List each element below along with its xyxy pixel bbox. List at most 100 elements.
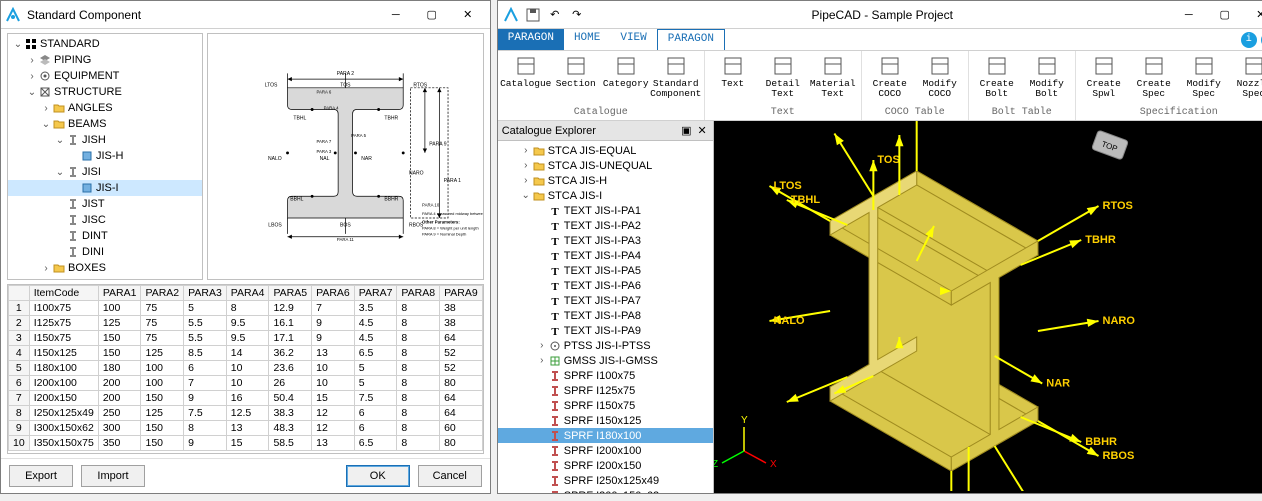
parameter-table[interactable]: ItemCodePARA1PARA2PARA3PARA4PARA5PARA6PA… bbox=[7, 284, 484, 454]
col-PARA6[interactable]: PARA6 bbox=[312, 286, 355, 301]
expand-icon[interactable]: › bbox=[520, 175, 532, 186]
ribbon-modify-coco-button[interactable]: ModifyCOCO bbox=[916, 53, 964, 106]
expand-icon[interactable]: ⌄ bbox=[54, 167, 66, 178]
explorer-item[interactable]: TTEXT JIS-I-PA9 bbox=[498, 323, 713, 338]
tree-item-jist[interactable]: JIST bbox=[8, 196, 202, 212]
undo-icon[interactable]: ↶ bbox=[546, 6, 564, 24]
tree-item-standard[interactable]: ⌄STANDARD bbox=[8, 36, 202, 52]
col-PARA8[interactable]: PARA8 bbox=[397, 286, 440, 301]
explorer-item[interactable]: SPRF I180x100 bbox=[498, 428, 713, 443]
expand-icon[interactable]: › bbox=[40, 279, 52, 281]
explorer-item[interactable]: ›PTSS JIS-I-PTSS bbox=[498, 338, 713, 353]
tree-item-structure[interactable]: ⌄STRUCTURE bbox=[8, 84, 202, 100]
table-row[interactable]: 3I150x75150755.59.517.194.5864 bbox=[9, 331, 483, 346]
expand-icon[interactable]: › bbox=[520, 160, 532, 171]
table-row[interactable]: 10I350x150x7535015091558.5136.5880 bbox=[9, 436, 483, 451]
col-PARA2[interactable]: PARA2 bbox=[141, 286, 184, 301]
export-button[interactable]: Export bbox=[9, 465, 73, 487]
main-maximize-button[interactable]: ▢ bbox=[1207, 1, 1243, 29]
ribbon-catalogue-button[interactable]: Catalogue bbox=[502, 53, 550, 106]
explorer-item[interactable]: TTEXT JIS-I-PA4 bbox=[498, 248, 713, 263]
explorer-item[interactable]: ›STCA JIS-H bbox=[498, 173, 713, 188]
explorer-item[interactable]: SPRF I125x75 bbox=[498, 383, 713, 398]
expand-icon[interactable]: ⌄ bbox=[54, 135, 66, 146]
tab-paragon[interactable]: PARAGON bbox=[657, 29, 725, 50]
ribbon-material-text-button[interactable]: MaterialText bbox=[809, 53, 857, 106]
info-icon[interactable]: i bbox=[1241, 32, 1257, 48]
expand-icon[interactable]: ⌄ bbox=[520, 190, 532, 201]
col-ItemCode[interactable]: ItemCode bbox=[29, 286, 98, 301]
tab-home[interactable]: HOME bbox=[564, 29, 610, 50]
ribbon-create-bolt-button[interactable]: CreateBolt bbox=[973, 53, 1021, 106]
cancel-button[interactable]: Cancel bbox=[418, 465, 482, 487]
tree-item-jis-h[interactable]: JIS-H bbox=[8, 148, 202, 164]
tab-view[interactable]: VIEW bbox=[610, 29, 656, 50]
tree-item-equipment[interactable]: ›EQUIPMENT bbox=[8, 68, 202, 84]
explorer-item[interactable]: TTEXT JIS-I-PA7 bbox=[498, 293, 713, 308]
col-PARA5[interactable]: PARA5 bbox=[269, 286, 312, 301]
table-row[interactable]: 7I200x15020015091650.4157.5864 bbox=[9, 391, 483, 406]
explorer-item[interactable]: TTEXT JIS-I-PA1 bbox=[498, 203, 713, 218]
explorer-item[interactable]: TTEXT JIS-I-PA3 bbox=[498, 233, 713, 248]
explorer-item[interactable]: ›STCA JIS-UNEQUAL bbox=[498, 158, 713, 173]
tree-item-jisc[interactable]: JISC bbox=[8, 212, 202, 228]
panel-float-icon[interactable]: ▣ bbox=[679, 124, 693, 137]
explorer-item[interactable]: SPRF I250x125x49 bbox=[498, 473, 713, 488]
explorer-item[interactable]: SPRF I100x75 bbox=[498, 368, 713, 383]
tree-item-beams[interactable]: ⌄BEAMS bbox=[8, 116, 202, 132]
expand-icon[interactable]: ⌄ bbox=[40, 119, 52, 130]
expand-icon[interactable]: › bbox=[536, 340, 548, 351]
ribbon-category-button[interactable]: Category bbox=[602, 53, 650, 106]
explorer-item[interactable]: TTEXT JIS-I-PA6 bbox=[498, 278, 713, 293]
maximize-button[interactable]: ▢ bbox=[414, 1, 450, 28]
col-PARA1[interactable]: PARA1 bbox=[98, 286, 141, 301]
expand-icon[interactable]: ⌄ bbox=[26, 87, 38, 98]
col-PARA4[interactable]: PARA4 bbox=[226, 286, 269, 301]
table-row[interactable]: 2I125x75125755.59.516.194.5838 bbox=[9, 316, 483, 331]
main-close-button[interactable]: ✕ bbox=[1243, 1, 1262, 29]
table-row[interactable]: 6I200x10020010071026105880 bbox=[9, 376, 483, 391]
table-row[interactable]: 5I180x10018010061023.6105852 bbox=[9, 361, 483, 376]
tree-item-jisi[interactable]: ⌄JISI bbox=[8, 164, 202, 180]
ribbon-modify-spec-button[interactable]: ModifySpec bbox=[1180, 53, 1228, 106]
save-icon[interactable] bbox=[524, 6, 542, 24]
expand-icon[interactable]: › bbox=[26, 55, 38, 66]
ribbon-text-button[interactable]: Text bbox=[709, 53, 757, 106]
table-row[interactable]: 9I300x150x6230015081348.3126860 bbox=[9, 421, 483, 436]
explorer-tree[interactable]: ›STCA JIS-EQUAL›STCA JIS-UNEQUAL›STCA JI… bbox=[498, 141, 713, 493]
table-row[interactable]: 1I100x75100755812.973.5838 bbox=[9, 301, 483, 316]
ribbon-standard-component-button[interactable]: StandardComponent bbox=[652, 53, 700, 106]
explorer-item[interactable]: SPRF I200x100 bbox=[498, 443, 713, 458]
tree-item-dini[interactable]: DINI bbox=[8, 244, 202, 260]
main-minimize-button[interactable]: ─ bbox=[1171, 1, 1207, 29]
catalog-tree[interactable]: ⌄STANDARD›PIPING›EQUIPMENT⌄STRUCTURE›ANG… bbox=[7, 33, 203, 280]
tree-item-channels[interactable]: ›CHANNELS bbox=[8, 276, 202, 280]
tree-item-jis-i[interactable]: JIS-I bbox=[8, 180, 202, 196]
tree-item-jish[interactable]: ⌄JISH bbox=[8, 132, 202, 148]
minimize-button[interactable]: ─ bbox=[378, 1, 414, 28]
expand-icon[interactable]: › bbox=[536, 355, 548, 366]
col-PARA3[interactable]: PARA3 bbox=[184, 286, 227, 301]
expand-icon[interactable]: › bbox=[40, 263, 52, 274]
close-button[interactable]: ✕ bbox=[450, 1, 486, 28]
explorer-item[interactable]: TTEXT JIS-I-PA5 bbox=[498, 263, 713, 278]
explorer-item[interactable]: SPRF I150x125 bbox=[498, 413, 713, 428]
explorer-item[interactable]: TTEXT JIS-I-PA8 bbox=[498, 308, 713, 323]
tree-item-dint[interactable]: DINT bbox=[8, 228, 202, 244]
tab-paragon[interactable]: PARAGON bbox=[498, 29, 564, 50]
table-row[interactable]: 8I250x125x492501257.512.538.3126864 bbox=[9, 406, 483, 421]
expand-icon[interactable]: › bbox=[26, 71, 38, 82]
ribbon-detail-text-button[interactable]: DetailText bbox=[759, 53, 807, 106]
expand-icon[interactable]: › bbox=[520, 145, 532, 156]
panel-close-icon[interactable]: ✕ bbox=[696, 124, 709, 137]
col-PARA7[interactable]: PARA7 bbox=[354, 286, 397, 301]
ribbon-section-button[interactable]: Section bbox=[552, 53, 600, 106]
3d-viewport[interactable]: LTOSTBHLTOSNALORTOSTBHRNARNAROLBOSBOSRBO… bbox=[714, 121, 1262, 493]
tree-item-angles[interactable]: ›ANGLES bbox=[8, 100, 202, 116]
redo-icon[interactable]: ↷ bbox=[568, 6, 586, 24]
ribbon-nozzle-spec-button[interactable]: NozzleSpec bbox=[1230, 53, 1262, 106]
explorer-item[interactable]: SPRF I150x75 bbox=[498, 398, 713, 413]
explorer-item[interactable]: SPRF I200x150 bbox=[498, 458, 713, 473]
tree-item-boxes[interactable]: ›BOXES bbox=[8, 260, 202, 276]
ribbon-create-spwl-button[interactable]: CreateSpwl bbox=[1080, 53, 1128, 106]
